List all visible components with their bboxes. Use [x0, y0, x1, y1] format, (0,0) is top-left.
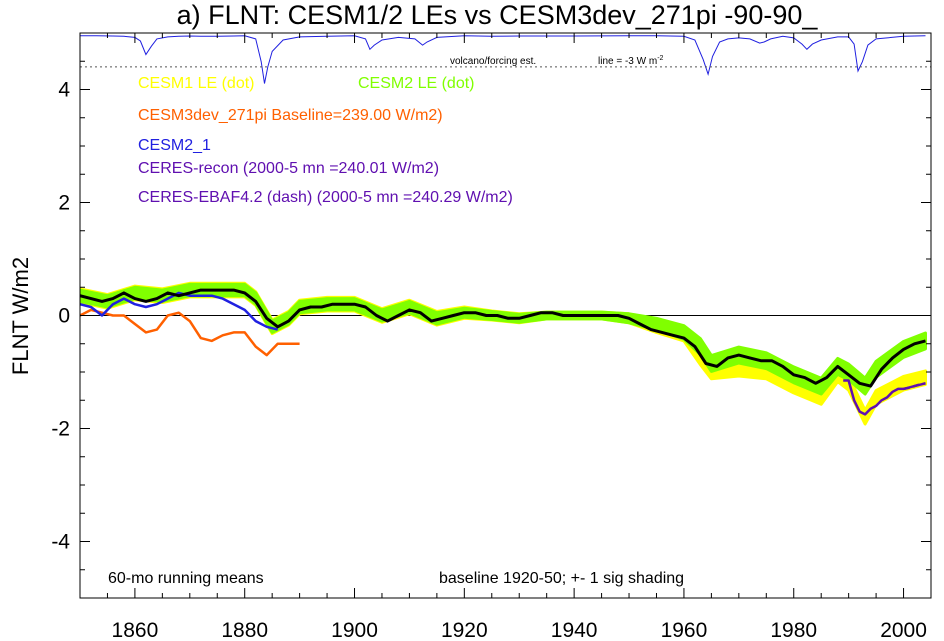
- legend-cesm3dev: CESM3dev_271pi Baseline=239.00 W/m2): [138, 107, 443, 124]
- legend-cesm1-le: CESM1 LE (dot): [138, 75, 254, 92]
- axes: 1860 1880 1900 1920 1940 1960 1980 2000 4 2 0 -2 -4: [51, 32, 932, 641]
- annotations: volcano/forcing est. line = -3 W m-2 60-…: [108, 55, 684, 587]
- x-tick-label: 1940: [551, 619, 598, 641]
- legend: CESM1 LE (dot) CESM2 LE (dot) CESM3dev_2…: [138, 75, 513, 206]
- line-annotation-text: line = -3 W m: [598, 56, 657, 67]
- y-tick-label: 4: [58, 79, 70, 102]
- y-tick-label: -4: [51, 531, 70, 554]
- x-tick-label: 1980: [770, 619, 817, 641]
- ensemble-mean-line: [80, 288, 926, 388]
- legend-cesm2-le: CESM2 LE (dot): [358, 75, 474, 92]
- x-tick-label: 1860: [112, 619, 159, 641]
- chart-title: a) FLNT: CESM1/2 LEs vs CESM3dev_271pi -…: [177, 0, 819, 30]
- baseline-note: baseline 1920-50; +- 1 sig shading: [439, 570, 684, 587]
- y-tick-label: -2: [51, 418, 70, 441]
- y-axis-label: FLNT W/m2: [8, 257, 33, 375]
- x-tick-label: 1880: [221, 619, 268, 641]
- x-tick-label: 1900: [331, 619, 378, 641]
- x-tick-label: 1920: [441, 619, 488, 641]
- y-tick-label: 2: [58, 192, 70, 215]
- line-annotation: line = -3 W m-2: [598, 55, 664, 67]
- plot-series-group: [80, 35, 931, 426]
- x-tick-label: 2000: [880, 619, 927, 641]
- legend-ceres-recon: CERES-recon (2000-5 mn =240.01 W/m2): [138, 160, 439, 177]
- ceres-ebaf4-2-dash-line: [903, 382, 926, 391]
- ceres-recon-line: [843, 379, 926, 416]
- volcano-annotation: volcano/forcing est.: [450, 56, 536, 67]
- cesm3dev-271pi-line: [80, 308, 300, 357]
- x-tick-label: 1960: [661, 619, 708, 641]
- line-annotation-exponent: -2: [657, 55, 663, 62]
- running-means-note: 60-mo running means: [108, 570, 264, 587]
- y-tick-label: 0: [58, 305, 70, 328]
- legend-ceres-ebaf: CERES-EBAF4.2 (dash) (2000-5 mn =240.29 …: [138, 189, 513, 206]
- cesm2-1-line: [80, 291, 279, 331]
- legend-cesm2-1: CESM2_1: [138, 137, 211, 154]
- plot-area: [80, 35, 931, 426]
